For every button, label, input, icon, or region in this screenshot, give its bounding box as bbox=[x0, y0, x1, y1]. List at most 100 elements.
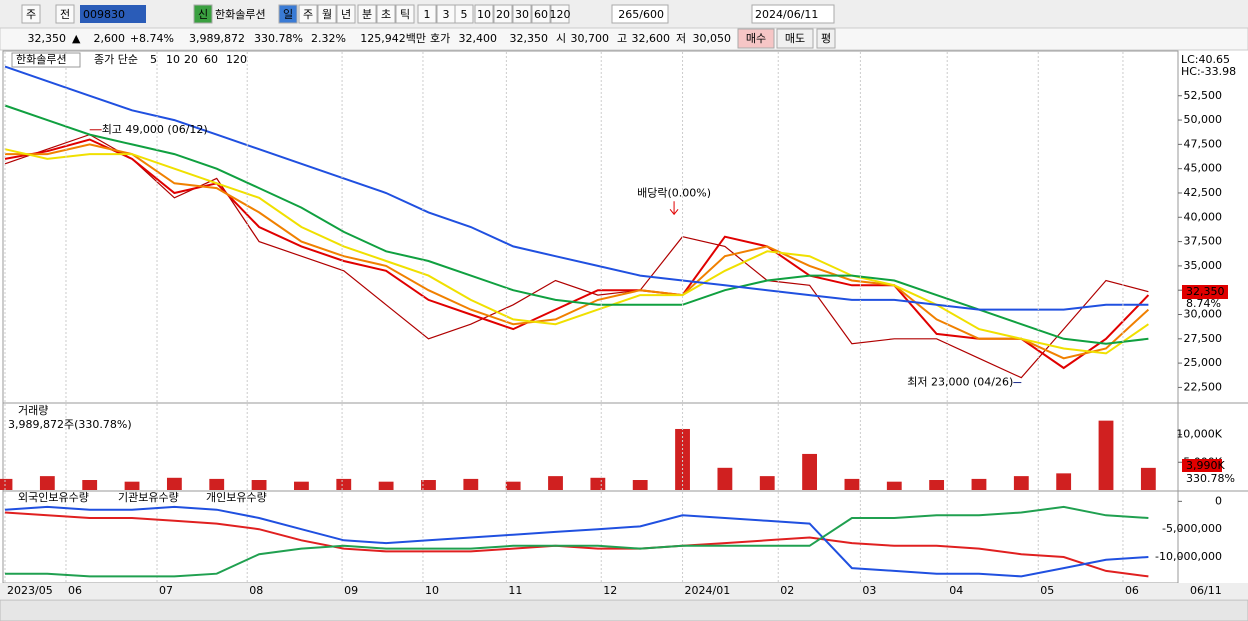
toolbar-button[interactable] bbox=[298, 4, 318, 24]
quote-text: 2.32% bbox=[311, 32, 346, 45]
y-tick-label: -5,000,000 bbox=[1162, 522, 1222, 535]
toolbar-button[interactable] bbox=[376, 4, 396, 24]
legend-item[interactable]: 개인보유수량 bbox=[206, 491, 267, 504]
toolbar-text[interactable]: 10 bbox=[477, 8, 491, 21]
series-line bbox=[5, 505, 1149, 578]
volume-bar bbox=[209, 478, 225, 490]
toolbar-text[interactable]: 20 bbox=[496, 8, 510, 21]
quote-text: 32,350 bbox=[510, 32, 549, 45]
toolbar-button[interactable] bbox=[454, 4, 474, 24]
y-tick-label: 27,500 bbox=[1184, 332, 1223, 345]
toolbar-text[interactable]: 신 bbox=[198, 8, 208, 21]
legend-item[interactable]: 20 bbox=[184, 53, 198, 66]
annotation-arrow bbox=[669, 201, 679, 216]
toolbar-button[interactable] bbox=[317, 4, 337, 24]
input-box[interactable] bbox=[751, 4, 835, 24]
toolbar-button[interactable] bbox=[493, 4, 513, 24]
y-tick-label: 35,000 bbox=[1184, 259, 1223, 272]
volume-bar bbox=[675, 428, 690, 490]
scrollbar[interactable] bbox=[0, 599, 1248, 621]
x-tick-label: 2023/05 bbox=[7, 584, 53, 597]
toolbar-text[interactable]: 초 bbox=[381, 8, 391, 21]
chart-frame bbox=[2, 50, 1179, 584]
quote-text: 330.78% bbox=[254, 32, 303, 45]
volume-bar bbox=[505, 481, 521, 490]
volume-bar bbox=[463, 478, 479, 490]
y-tick-label: 50,000 bbox=[1184, 113, 1223, 126]
chart-title: 한화솔루션 bbox=[16, 53, 67, 66]
toolbar-button[interactable] bbox=[512, 4, 532, 24]
legend-item[interactable]: 60 bbox=[204, 53, 218, 66]
y-tick-label: 25,000 bbox=[1184, 356, 1223, 369]
toolbar-text[interactable]: 분 bbox=[362, 8, 372, 21]
toolbar-text[interactable]: 틱 bbox=[400, 8, 410, 21]
order-button[interactable] bbox=[776, 28, 814, 49]
toolbar-text[interactable]: 일 bbox=[283, 7, 293, 21]
toolbar-button[interactable] bbox=[357, 4, 377, 24]
x-tick-label: 09 bbox=[344, 584, 358, 597]
toolbar-text[interactable]: 2024/06/11 bbox=[755, 8, 818, 21]
toolbar-text[interactable]: 주 bbox=[26, 8, 36, 21]
toolbar-text[interactable]: 년 bbox=[341, 8, 351, 21]
hc-label: HC:-33.98 bbox=[1181, 65, 1236, 78]
toolbar-text[interactable]: 월 bbox=[322, 8, 332, 21]
toolbar-text[interactable]: 120 bbox=[550, 8, 571, 21]
x-tick-label: 12 bbox=[603, 584, 617, 597]
order-button[interactable] bbox=[737, 28, 775, 49]
x-tick-label: 06 bbox=[1125, 584, 1139, 597]
toolbar-text[interactable]: 265/600 bbox=[618, 8, 664, 21]
legend-item[interactable]: 10 bbox=[166, 53, 180, 66]
toolbar-text[interactable]: 전 bbox=[60, 8, 70, 21]
y-tick-label: 40,000 bbox=[1184, 210, 1223, 223]
annotation: 최고 49,000 (06/12) bbox=[102, 123, 208, 136]
quote-text[interactable]: 평 bbox=[821, 32, 831, 45]
y-tick-label: -10,000,000 bbox=[1155, 550, 1222, 563]
price-tag bbox=[1182, 285, 1228, 299]
toolbar-text[interactable]: 3 bbox=[443, 8, 450, 21]
legend-item[interactable]: 기관보유수량 bbox=[118, 491, 179, 504]
toolbar-button[interactable] bbox=[395, 4, 415, 24]
y-tick-label: 52,500 bbox=[1184, 89, 1223, 102]
toolbar-button[interactable] bbox=[550, 4, 570, 24]
order-button[interactable] bbox=[816, 28, 836, 49]
volume-bar bbox=[378, 481, 394, 490]
quote-text: 고 bbox=[617, 32, 627, 45]
volume-tag bbox=[1182, 459, 1222, 472]
toolbar-button[interactable] bbox=[474, 4, 494, 24]
volume-bar bbox=[336, 478, 352, 490]
y-tick-label: 42,500 bbox=[1184, 186, 1223, 199]
toolbar-button[interactable] bbox=[21, 4, 41, 24]
toolbar-text[interactable]: 주 bbox=[303, 8, 313, 21]
toolbar-text[interactable]: 60 bbox=[534, 8, 548, 21]
toolbar-text[interactable]: 30 bbox=[515, 8, 529, 21]
volume-bar bbox=[294, 481, 309, 490]
end-date: 06/11 bbox=[1190, 584, 1222, 597]
legend-item[interactable]: 5 bbox=[150, 53, 157, 66]
quote-text[interactable]: 매도 bbox=[785, 32, 805, 45]
toolbar-button[interactable] bbox=[55, 4, 75, 24]
legend-item[interactable]: 외국인보유수량 bbox=[18, 491, 89, 504]
toolbar-button[interactable] bbox=[417, 4, 437, 24]
quote-text: 호가 bbox=[430, 32, 450, 45]
legend-item[interactable]: 120 bbox=[226, 53, 247, 66]
x-tick-label: 05 bbox=[1040, 584, 1054, 597]
series-line bbox=[4, 511, 1149, 578]
change-tag-text: 8.74% bbox=[1186, 297, 1221, 310]
toolbar-text[interactable]: 1 bbox=[424, 8, 431, 21]
quote-text[interactable]: 매수 bbox=[746, 32, 766, 45]
input-box[interactable] bbox=[611, 4, 669, 24]
y-tick-label: 45,000 bbox=[1184, 162, 1223, 175]
toolbar-button[interactable] bbox=[531, 4, 551, 24]
volume-bar bbox=[929, 480, 945, 490]
toolbar-text[interactable]: 한화솔루션 bbox=[215, 8, 266, 21]
toolbar-text[interactable]: 5 bbox=[461, 8, 468, 21]
volume-bar bbox=[251, 480, 267, 490]
volume-bar bbox=[421, 480, 436, 490]
code-input[interactable] bbox=[80, 5, 146, 23]
toolbar-button[interactable] bbox=[278, 4, 298, 24]
quote-text: 30,700 bbox=[571, 32, 610, 45]
y-tick-label: 37,500 bbox=[1184, 235, 1223, 248]
toolbar-button[interactable] bbox=[193, 4, 213, 24]
toolbar-button[interactable] bbox=[336, 4, 356, 24]
toolbar-text[interactable]: 009830 bbox=[83, 8, 125, 21]
